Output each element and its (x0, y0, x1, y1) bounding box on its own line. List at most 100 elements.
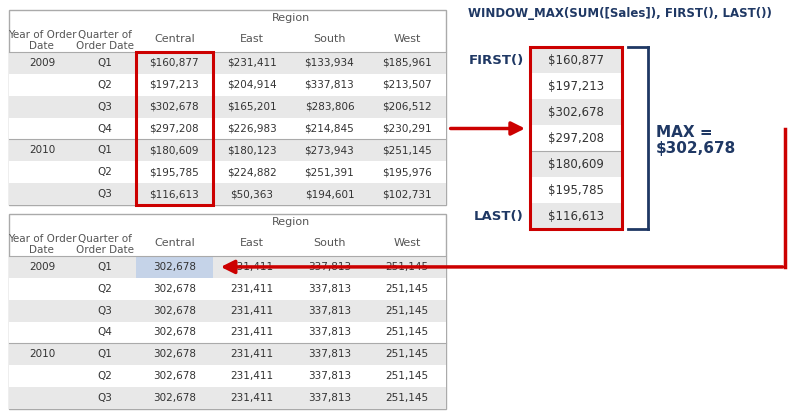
Text: East: East (240, 238, 264, 248)
Text: $231,411: $231,411 (227, 58, 277, 68)
Text: Q1: Q1 (98, 146, 113, 156)
Bar (9, 161, 445, 183)
Text: South: South (313, 34, 345, 44)
Bar (529, 203, 622, 229)
Bar (136, 256, 213, 278)
Bar (9, 118, 445, 139)
Bar (9, 74, 445, 96)
Text: 337,813: 337,813 (308, 327, 351, 337)
Bar (9, 322, 445, 344)
Text: 2009: 2009 (29, 58, 55, 68)
Text: 302,678: 302,678 (153, 262, 196, 272)
Text: 302,678: 302,678 (153, 306, 196, 316)
Text: 251,145: 251,145 (386, 349, 429, 359)
Text: $213,507: $213,507 (383, 80, 432, 90)
Bar (529, 125, 622, 151)
Text: 302,678: 302,678 (153, 349, 196, 359)
Text: Q2: Q2 (98, 80, 113, 90)
Text: $297,208: $297,208 (548, 131, 604, 145)
Bar (9, 278, 445, 300)
Text: Q2: Q2 (98, 284, 113, 294)
Text: Order Date: Order Date (77, 40, 134, 50)
Text: 231,411: 231,411 (230, 349, 274, 359)
Text: South: South (313, 238, 345, 248)
Text: 231,411: 231,411 (230, 284, 274, 294)
Text: MAX =: MAX = (655, 125, 713, 140)
Text: $180,609: $180,609 (149, 146, 199, 156)
Bar (9, 387, 445, 409)
Text: 302,678: 302,678 (153, 393, 196, 403)
Text: $197,213: $197,213 (548, 80, 604, 93)
Bar (9, 96, 445, 118)
Text: 231,411: 231,411 (230, 393, 274, 403)
Text: $214,845: $214,845 (304, 123, 354, 133)
Text: $160,877: $160,877 (548, 53, 604, 66)
Text: Region: Region (272, 13, 310, 23)
Text: Q3: Q3 (98, 393, 113, 403)
Text: Q1: Q1 (98, 58, 113, 68)
Text: 2009: 2009 (29, 262, 55, 272)
Bar (9, 256, 445, 278)
Text: $197,213: $197,213 (149, 80, 199, 90)
Text: $116,613: $116,613 (548, 209, 604, 223)
Text: $273,943: $273,943 (304, 146, 354, 156)
Text: West: West (393, 34, 420, 44)
Text: $204,914: $204,914 (227, 80, 277, 90)
Text: $302,678: $302,678 (655, 141, 736, 156)
Text: 337,813: 337,813 (308, 284, 351, 294)
Text: 251,145: 251,145 (386, 306, 429, 316)
Text: West: West (393, 238, 420, 248)
Text: $302,678: $302,678 (548, 106, 604, 118)
Text: $180,609: $180,609 (548, 158, 604, 171)
Text: $195,976: $195,976 (383, 167, 432, 177)
Bar (9, 183, 445, 205)
Text: $133,934: $133,934 (304, 58, 354, 68)
Bar (9, 214, 445, 409)
Text: $165,201: $165,201 (227, 102, 277, 112)
Text: FIRST(): FIRST() (469, 53, 524, 66)
Text: Quarter of: Quarter of (78, 234, 132, 244)
Text: 337,813: 337,813 (308, 393, 351, 403)
Text: 251,145: 251,145 (386, 284, 429, 294)
Text: 337,813: 337,813 (308, 371, 351, 381)
Text: 2010: 2010 (29, 146, 55, 156)
Text: $251,145: $251,145 (383, 146, 432, 156)
Text: WINDOW_MAX(SUM([Sales]), FIRST(), LAST()): WINDOW_MAX(SUM([Sales]), FIRST(), LAST()… (467, 7, 771, 20)
Text: 337,813: 337,813 (308, 262, 351, 272)
Text: Year of Order: Year of Order (7, 234, 76, 244)
Text: 231,411: 231,411 (230, 306, 274, 316)
Text: 231,411: 231,411 (230, 262, 274, 272)
Text: $337,813: $337,813 (304, 80, 354, 90)
Text: $251,391: $251,391 (304, 167, 354, 177)
Text: Central: Central (154, 34, 194, 44)
Text: Q4: Q4 (98, 123, 113, 133)
Text: East: East (240, 34, 264, 44)
Text: $160,877: $160,877 (149, 58, 199, 68)
Text: $206,512: $206,512 (383, 102, 432, 112)
Text: $116,613: $116,613 (149, 189, 199, 199)
Text: Year of Order: Year of Order (7, 30, 76, 40)
Text: 231,411: 231,411 (230, 327, 274, 337)
Bar (9, 139, 445, 161)
Text: Q2: Q2 (98, 371, 113, 381)
Text: $50,363: $50,363 (231, 189, 274, 199)
Text: 302,678: 302,678 (153, 284, 196, 294)
Text: $226,983: $226,983 (227, 123, 277, 133)
Text: $283,806: $283,806 (305, 102, 354, 112)
Text: 251,145: 251,145 (386, 371, 429, 381)
Text: 251,145: 251,145 (386, 327, 429, 337)
Text: Order Date: Order Date (77, 244, 134, 254)
Text: $230,291: $230,291 (383, 123, 432, 133)
Text: $180,123: $180,123 (227, 146, 277, 156)
Bar (9, 344, 445, 365)
Text: 251,145: 251,145 (386, 262, 429, 272)
Text: Date: Date (29, 40, 54, 50)
Text: Q2: Q2 (98, 167, 113, 177)
Text: 337,813: 337,813 (308, 349, 351, 359)
Text: 302,678: 302,678 (153, 327, 196, 337)
Bar (9, 365, 445, 387)
Bar (529, 151, 622, 177)
Bar (529, 99, 622, 125)
Text: $302,678: $302,678 (149, 102, 199, 112)
Text: Date: Date (29, 244, 54, 254)
